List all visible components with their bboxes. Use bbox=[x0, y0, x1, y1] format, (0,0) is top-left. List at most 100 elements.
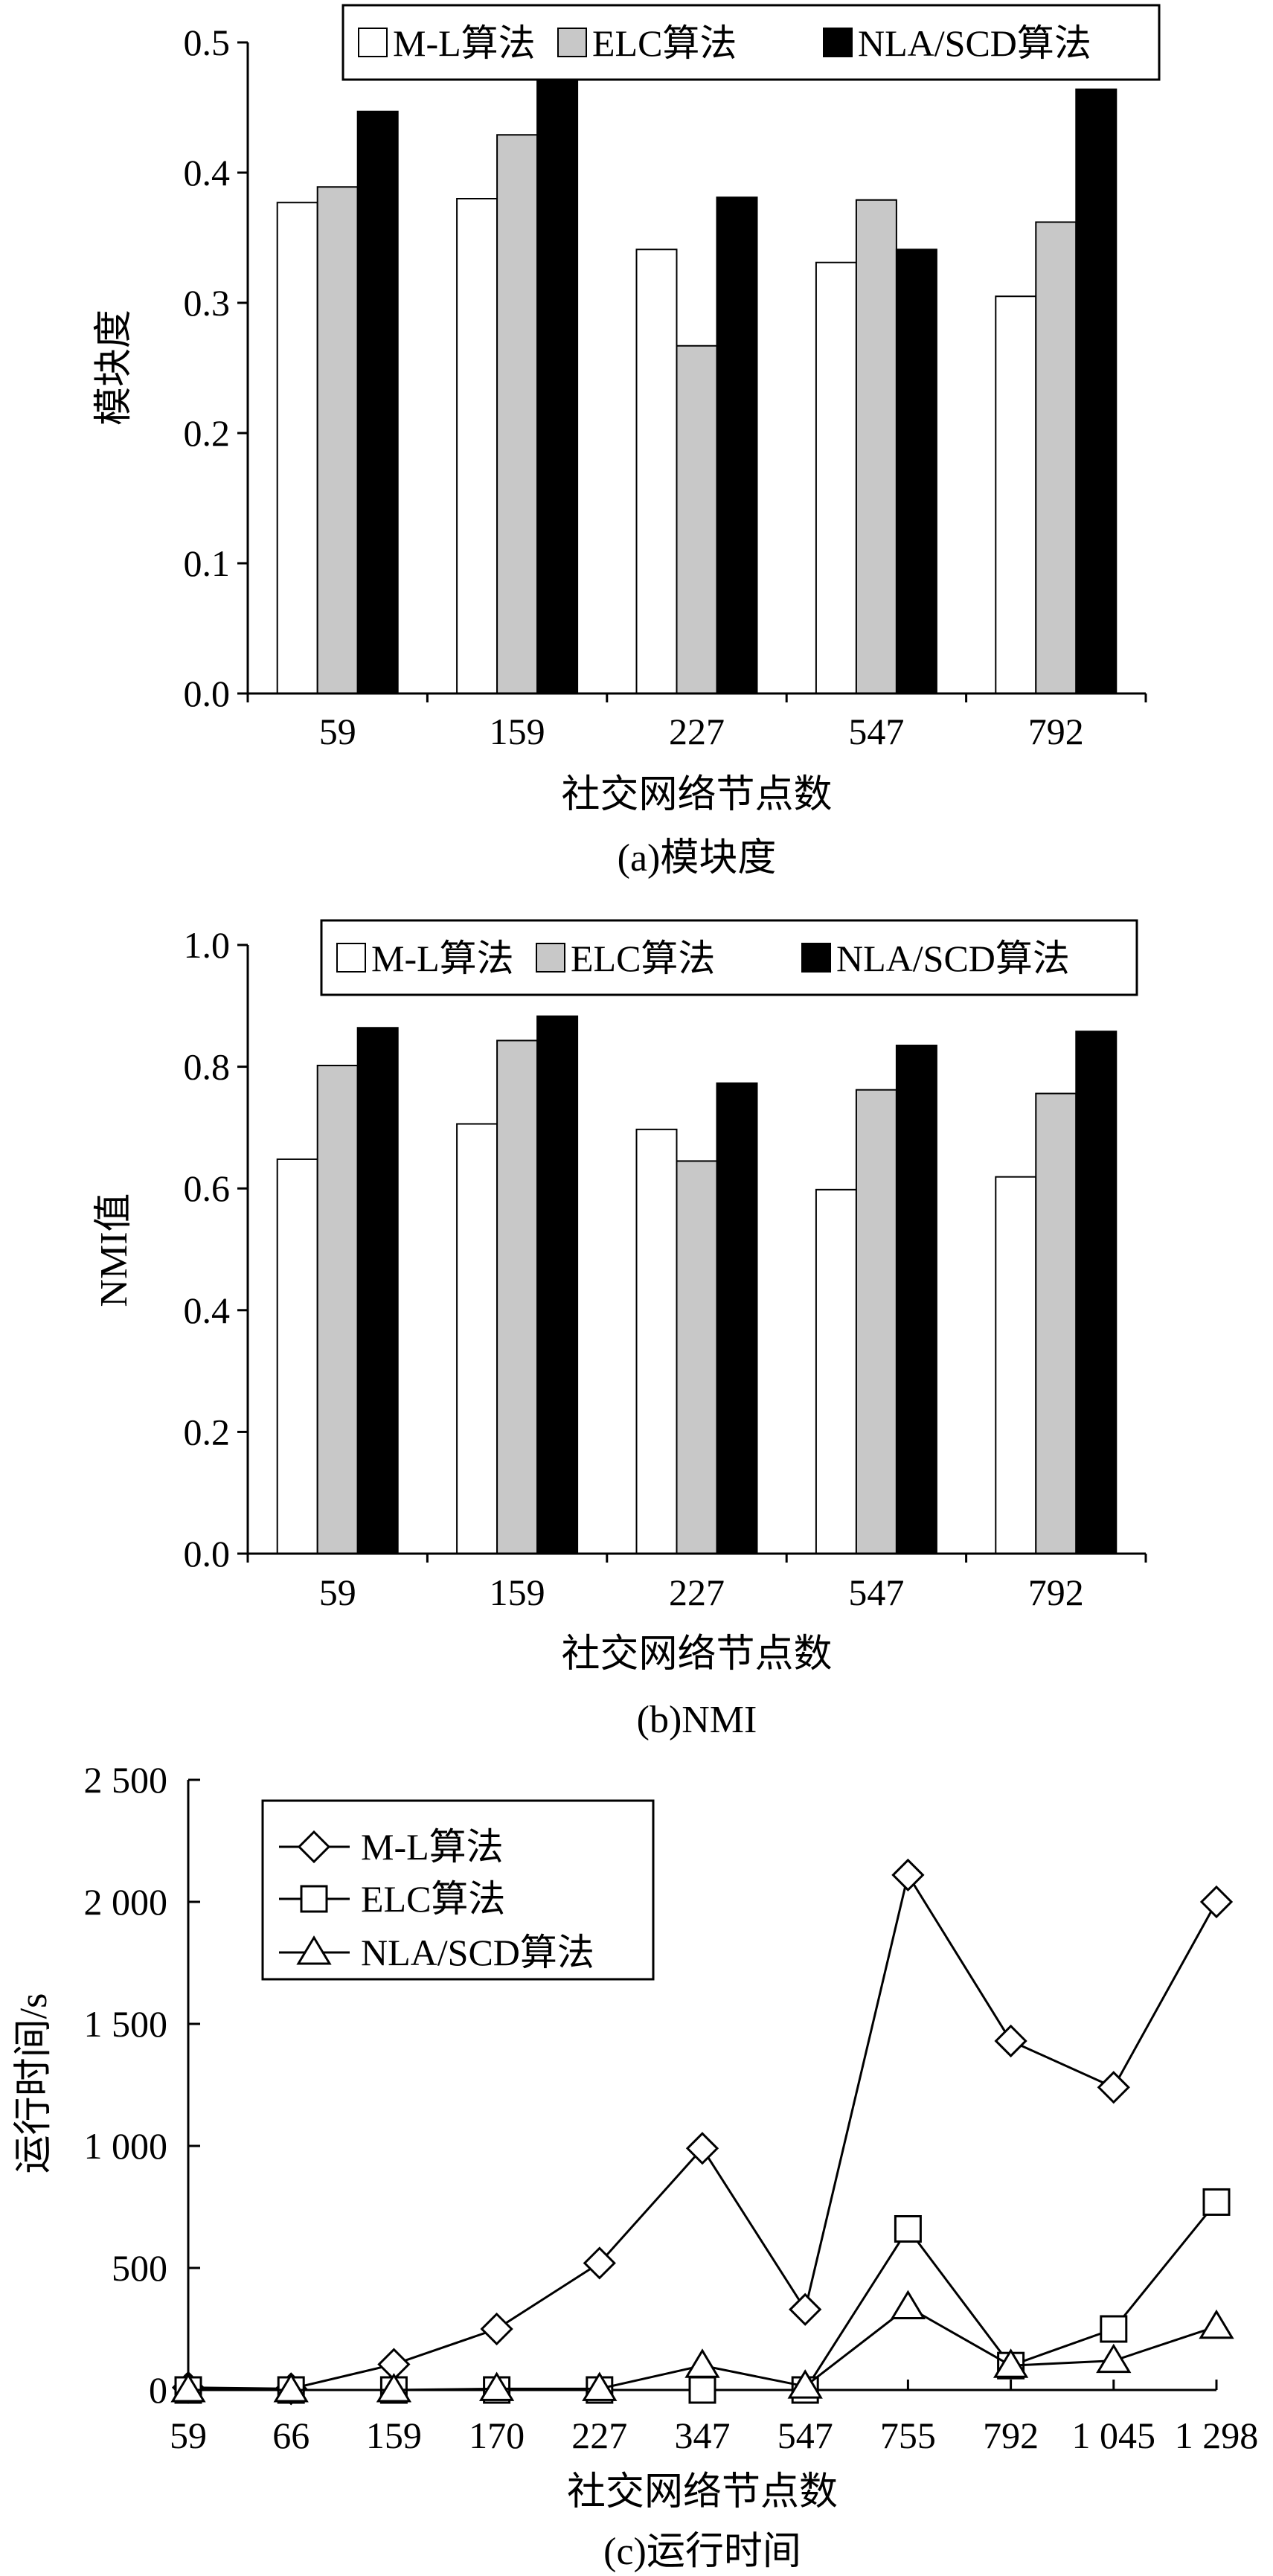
bar bbox=[815, 261, 857, 694]
legend-swatch bbox=[536, 943, 565, 973]
point bbox=[994, 2024, 1027, 2058]
point bbox=[685, 2132, 719, 2165]
line-chart-c: 0 500 1 000 1 500 2 000 2 500 59 66 159 170 227 347… bbox=[13, 1759, 1258, 2573]
x-tick-label: 347 bbox=[675, 2415, 731, 2456]
point bbox=[582, 2371, 618, 2401]
x-tick-label: 547 bbox=[848, 1571, 904, 1613]
x-tick-label: 59 bbox=[319, 1571, 356, 1613]
legend-label: M-L算法 bbox=[361, 1826, 504, 1868]
legend-label: ELC算法 bbox=[571, 938, 715, 979]
x-tick-label: 66 bbox=[272, 2415, 310, 2456]
legend-label: NLA/SCD算法 bbox=[361, 1932, 594, 1973]
legend: M-L算法 ELC算法 NLA/SCD算法 bbox=[342, 4, 1161, 81]
point bbox=[1097, 2071, 1130, 2104]
legend-swatch bbox=[557, 28, 587, 57]
point bbox=[170, 2373, 206, 2403]
y-tick-label: 0.2 bbox=[184, 1411, 231, 1452]
bar bbox=[855, 1089, 897, 1554]
legend: M-L算法 ELC算法 NLA/SCD算法 bbox=[320, 919, 1138, 996]
x-axis-label: 社交网络节点数 bbox=[561, 1633, 832, 1676]
point bbox=[993, 2348, 1029, 2378]
chart-caption: (c)运行时间 bbox=[603, 2531, 801, 2573]
bar bbox=[676, 345, 718, 694]
series-triangle bbox=[170, 2290, 1234, 2403]
bar bbox=[1035, 221, 1077, 694]
point bbox=[684, 2348, 720, 2378]
legend-label: NLA/SCD算法 bbox=[836, 938, 1070, 979]
point bbox=[688, 2376, 716, 2404]
x-tick-label: 227 bbox=[669, 1571, 725, 1613]
legend-swatch bbox=[801, 943, 831, 973]
y-tick-label: 1 500 bbox=[84, 2003, 168, 2045]
bar bbox=[536, 65, 579, 694]
bar bbox=[276, 202, 318, 694]
bar bbox=[456, 198, 498, 694]
legend-box bbox=[320, 919, 1138, 996]
point bbox=[300, 1885, 328, 1913]
y-tick-label: 0.4 bbox=[184, 1289, 231, 1331]
point bbox=[891, 1858, 925, 1892]
legend-label: NLA/SCD算法 bbox=[858, 22, 1091, 64]
x-tick-label: 755 bbox=[880, 2415, 936, 2456]
y-tick-label: 0 bbox=[149, 2369, 167, 2411]
legend-label: M-L算法 bbox=[393, 22, 536, 64]
bar bbox=[815, 1188, 857, 1555]
x-tick-label: 1 045 bbox=[1072, 2415, 1156, 2456]
point bbox=[273, 2373, 309, 2403]
legend-label: M-L算法 bbox=[371, 938, 514, 979]
y-tick-label: 0.0 bbox=[184, 1533, 231, 1574]
bar bbox=[895, 249, 937, 694]
point bbox=[789, 2293, 822, 2326]
bar bbox=[635, 249, 678, 694]
legend: M-L算法 ELC算法 NLA/SCD算法 bbox=[261, 1799, 655, 1981]
y-tick-label: 2 500 bbox=[84, 1759, 168, 1801]
bar bbox=[276, 1158, 318, 1555]
y-axis-label: 运行时间/s bbox=[13, 1993, 55, 2174]
point bbox=[296, 1935, 332, 1965]
chart-caption: (b)NMI bbox=[637, 1699, 757, 1741]
y-axis-label: NMI值 bbox=[93, 1193, 135, 1307]
y-tick-label: 500 bbox=[112, 2247, 167, 2289]
bar bbox=[316, 186, 359, 694]
bar bbox=[895, 1044, 937, 1554]
bar bbox=[716, 196, 758, 694]
y-tick-label: 0.5 bbox=[184, 22, 231, 63]
point bbox=[1199, 1885, 1234, 1919]
bar bbox=[635, 1128, 678, 1554]
y-tick-label: 0.0 bbox=[184, 673, 231, 714]
point bbox=[1199, 2309, 1234, 2339]
y-tick-label: 1 000 bbox=[84, 2125, 168, 2167]
y-tick-label: 1.0 bbox=[184, 924, 231, 966]
x-tick-label: 159 bbox=[490, 711, 545, 752]
bar bbox=[995, 1176, 1037, 1554]
x-tick-label: 547 bbox=[848, 711, 904, 752]
y-tick-label: 0.2 bbox=[184, 412, 231, 454]
point bbox=[1202, 2188, 1231, 2216]
x-tick-label: 59 bbox=[170, 2415, 207, 2456]
point bbox=[890, 2290, 926, 2319]
point bbox=[787, 2369, 823, 2399]
y-axis-label: 模块度 bbox=[93, 310, 135, 426]
bar bbox=[496, 1039, 539, 1554]
point bbox=[480, 2312, 513, 2346]
bar bbox=[995, 295, 1037, 694]
point bbox=[478, 2371, 515, 2401]
bar bbox=[855, 199, 897, 694]
x-tick-label: 1 298 bbox=[1175, 2415, 1259, 2456]
x-tick-label: 159 bbox=[366, 2415, 422, 2456]
y-tick-label: 0.6 bbox=[184, 1167, 231, 1209]
bar bbox=[456, 1123, 498, 1554]
point bbox=[1096, 2343, 1132, 2374]
bar bbox=[356, 1027, 399, 1555]
x-tick-label: 170 bbox=[469, 2415, 525, 2456]
x-tick-label: 227 bbox=[669, 711, 725, 752]
legend-swatch bbox=[358, 28, 388, 57]
bar bbox=[716, 1082, 758, 1555]
bar bbox=[356, 110, 399, 694]
point bbox=[297, 1830, 331, 1864]
chart-caption: (a)模块度 bbox=[618, 837, 777, 880]
legend-swatch bbox=[336, 943, 366, 973]
x-tick-label: 792 bbox=[983, 2415, 1039, 2456]
x-axis-label: 社交网络节点数 bbox=[567, 2471, 838, 2513]
y-tick-label: 0.4 bbox=[184, 152, 231, 193]
